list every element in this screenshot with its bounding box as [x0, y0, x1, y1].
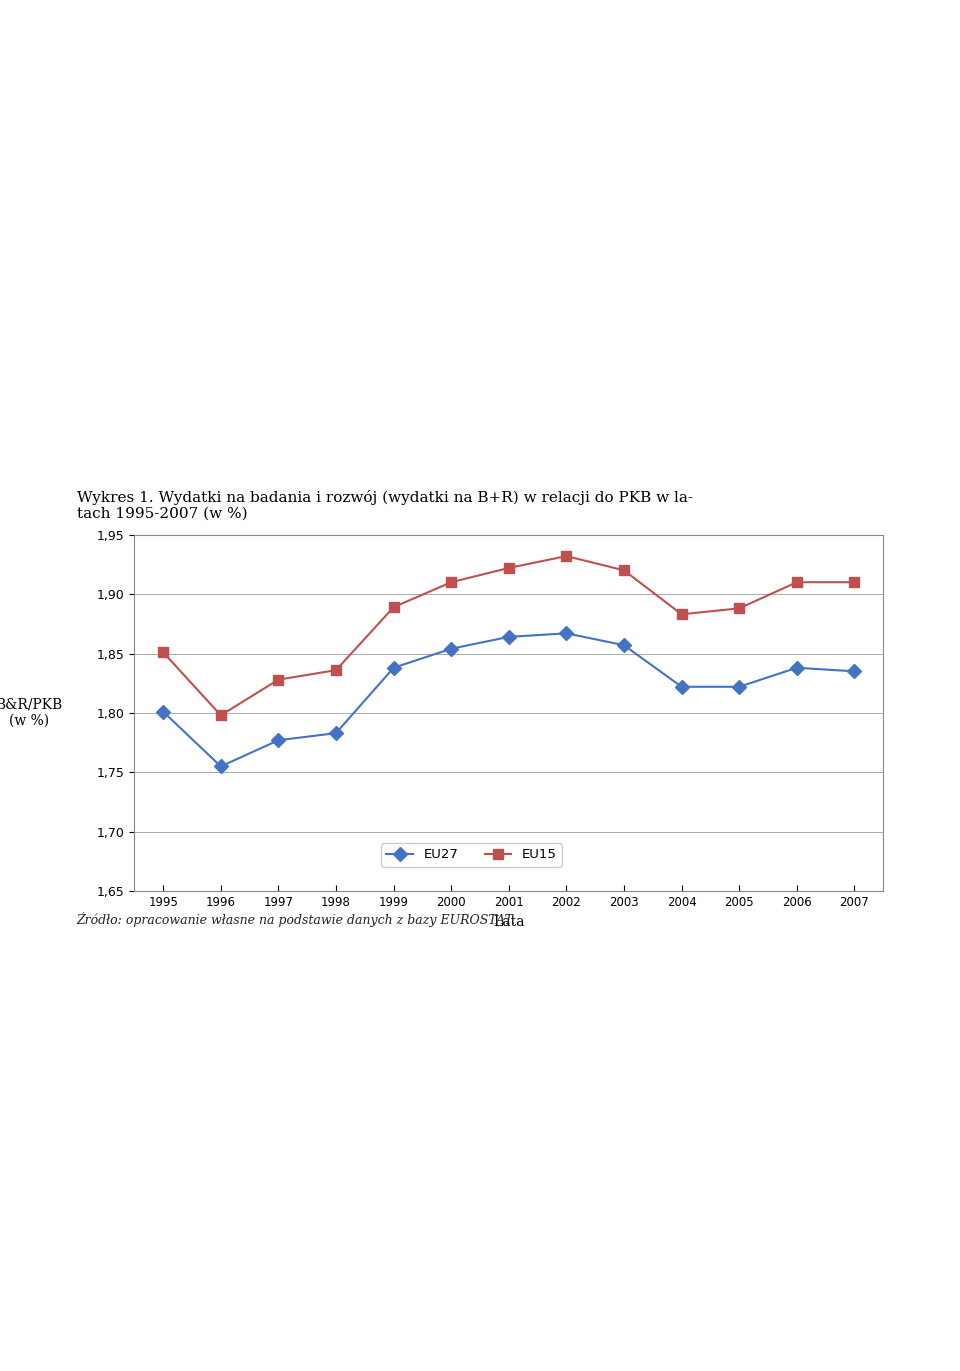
EU27 [273, 732, 284, 749]
Line: EU27: EU27 [158, 628, 859, 772]
EU15 [330, 662, 342, 679]
Line: EU15: EU15 [158, 551, 859, 720]
Text: Wykres 1. Wydatki na badania i rozwój (wydatki na B+R) w relacji do PKB w la-
ta: Wykres 1. Wydatki na badania i rozwój (w… [77, 489, 693, 521]
EU27 [733, 679, 745, 695]
EU15 [561, 548, 572, 565]
EU27 [791, 659, 803, 676]
EU27 [503, 629, 515, 646]
EU15 [445, 574, 457, 591]
EU15 [215, 707, 227, 724]
Text: Źródło: opracowanie własne na podstawie danych z bazy EUROSTAT.: Źródło: opracowanie własne na podstawie … [77, 912, 516, 927]
EU27 [157, 703, 169, 720]
EU15 [273, 672, 284, 688]
Legend: EU27, EU15: EU27, EU15 [381, 843, 562, 866]
X-axis label: Lata: Lata [493, 914, 524, 928]
EU27 [330, 725, 342, 742]
EU15 [388, 599, 399, 616]
EU27 [561, 625, 572, 642]
EU15 [618, 562, 630, 579]
Text: B&R/PKB
(w %): B&R/PKB (w %) [0, 698, 62, 728]
EU27 [676, 679, 687, 695]
EU15 [676, 606, 687, 622]
EU15 [791, 574, 803, 591]
EU27 [388, 659, 399, 676]
EU27 [215, 758, 227, 775]
EU27 [445, 640, 457, 657]
EU15 [733, 600, 745, 617]
EU15 [849, 574, 860, 591]
EU27 [849, 664, 860, 680]
EU15 [157, 644, 169, 661]
EU15 [503, 559, 515, 576]
EU27 [618, 638, 630, 654]
